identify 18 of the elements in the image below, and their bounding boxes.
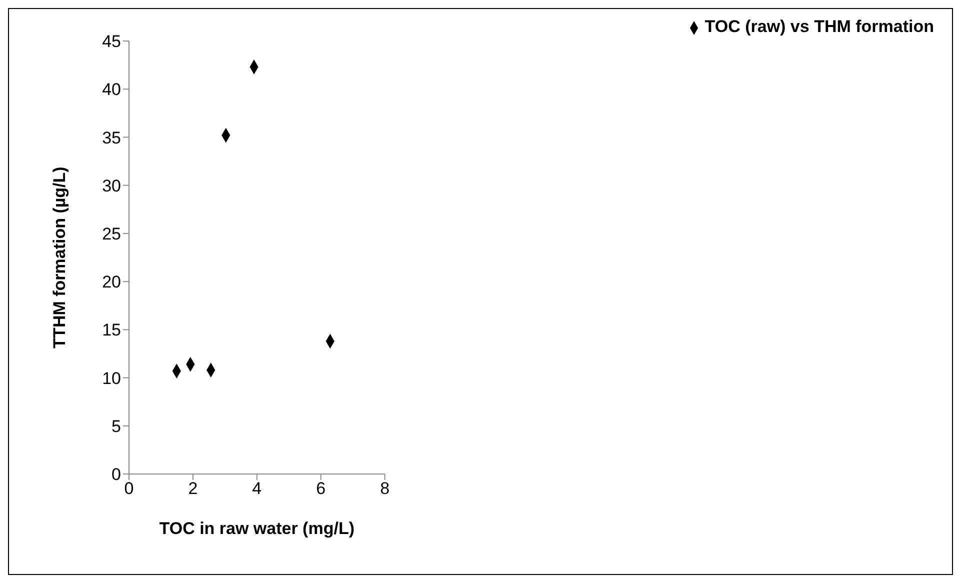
y-tick-label: 25 <box>102 224 121 244</box>
y-tick-label: 20 <box>102 272 121 292</box>
x-axis-title: TOC in raw water (mg/L) <box>159 519 355 538</box>
legend-label: TOC (raw) vs THM formation <box>704 17 934 36</box>
y-tick-label: 40 <box>102 80 121 100</box>
x-tick-label: 6 <box>316 479 326 498</box>
y-tick-label: 0 <box>112 465 121 484</box>
x-tick-label: 2 <box>188 479 198 498</box>
y-axis-title: TTHM formation (µg/L) <box>50 166 70 348</box>
x-tick-label: 0 <box>124 479 134 498</box>
y-tick-label: 35 <box>102 128 121 148</box>
y-tick-label: 45 <box>102 32 121 52</box>
y-tick-label: 5 <box>112 416 121 436</box>
x-tick-label: 8 <box>380 479 390 498</box>
x-tick-label: 4 <box>252 479 262 498</box>
y-tick-label: 10 <box>102 368 121 388</box>
y-tick-label: 15 <box>102 320 121 340</box>
y-tick-label: 30 <box>102 176 121 196</box>
